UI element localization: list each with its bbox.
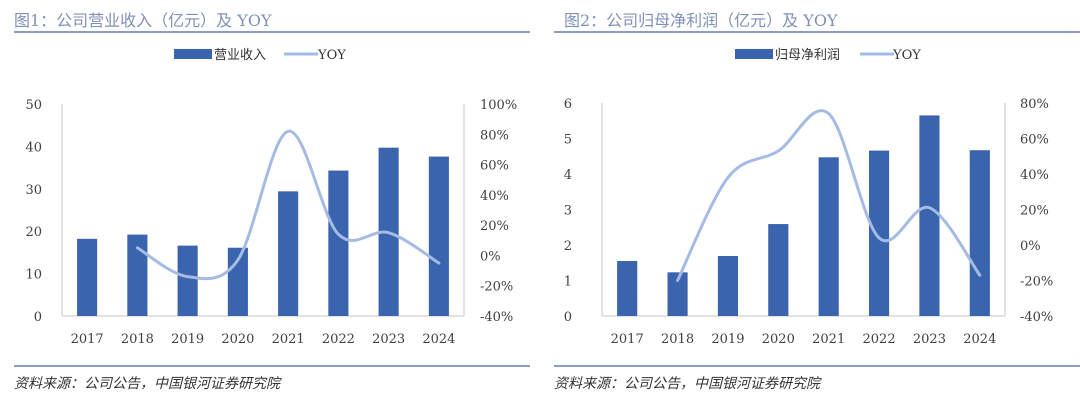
- x-axis-tick-label: 2021: [812, 332, 845, 347]
- chart-panel-revenue: 图1：公司营业收入（亿元）及 YOY 营业收入 YOY 0 10 20 30 40 50 -40…: [0, 0, 530, 402]
- right-axis-tick-label: 20%: [1020, 204, 1049, 219]
- x-axis-tick-label: 2022: [863, 332, 896, 347]
- left-axis-tick-label: 4: [564, 168, 572, 183]
- bar: [617, 260, 638, 316]
- left-axis-tick-label: 5: [564, 133, 572, 148]
- x-axis-tick-label: 2024: [963, 332, 996, 347]
- x-axis-tick-label: 2024: [422, 332, 455, 347]
- bar: [818, 157, 839, 316]
- legend-label-yoy: YOY: [317, 48, 346, 63]
- left-axis-tick-label: 2: [564, 239, 572, 254]
- net-profit-chart: 归母净利润 YOY 0 1 2 3 4 5 6 -40% -20% 0% 20% 40% 60% 80% 201…: [564, 48, 1054, 347]
- x-axis-tick-label: 2023: [372, 332, 405, 347]
- source-note: 资料来源：公司公告，中国银河证券研究院: [554, 376, 820, 392]
- right-axis-tick-label: 80%: [1020, 97, 1049, 112]
- right-axis-tick-label: 100%: [480, 98, 517, 113]
- x-axis-tick-label: 2018: [121, 332, 154, 347]
- legend-label-bars: 归母净利润: [775, 48, 840, 63]
- left-axis-tick-label: 6: [564, 97, 572, 112]
- chart-title: 图2：公司归母净利润（亿元）及 YOY: [564, 11, 838, 30]
- left-axis-tick-label: 0: [564, 310, 572, 325]
- bar: [919, 115, 940, 316]
- bar: [717, 256, 739, 316]
- bar: [177, 245, 198, 316]
- bar: [127, 234, 148, 316]
- left-axis-tick-label: 1: [564, 275, 572, 290]
- x-axis-tick-label: 2019: [711, 332, 744, 347]
- x-axis-tick-label: 2020: [762, 332, 795, 347]
- bar: [969, 150, 990, 316]
- right-axis-tick-label: -40%: [480, 310, 513, 325]
- source-divider: [14, 365, 530, 367]
- legend-label-bars: 营业收入: [214, 48, 266, 63]
- bar: [77, 238, 98, 316]
- right-axis-tick-label: -20%: [1020, 275, 1053, 290]
- right-axis-tick-label: 40%: [1020, 168, 1049, 183]
- source-note: 资料来源：公司公告，中国银河证券研究院: [14, 376, 280, 392]
- legend-bar-swatch: [174, 49, 212, 59]
- x-axis-tick-label: 2022: [322, 332, 355, 347]
- left-axis-tick-label: 20: [25, 225, 42, 240]
- chart-title: 图1：公司营业收入（亿元）及 YOY: [14, 11, 272, 30]
- right-axis-tick-label: 60%: [480, 159, 509, 174]
- yoy-line: [676, 109, 982, 282]
- right-axis-tick-label: 80%: [480, 128, 509, 143]
- left-axis-tick-label: 50: [25, 98, 42, 113]
- right-axis-tick-label: 0%: [1020, 239, 1041, 254]
- x-axis-tick-label: 2017: [611, 332, 644, 347]
- right-axis-tick-label: 20%: [480, 219, 509, 234]
- right-axis-tick-label: 40%: [480, 189, 509, 204]
- right-axis-tick-label: -40%: [1020, 310, 1053, 325]
- x-axis-tick-label: 2020: [221, 332, 254, 347]
- bar: [328, 170, 349, 316]
- bar: [868, 150, 890, 316]
- right-axis-tick-label: 60%: [1020, 133, 1049, 148]
- bar: [768, 224, 789, 316]
- x-axis-tick-label: 2018: [661, 332, 694, 347]
- bar: [428, 156, 449, 316]
- legend-label-yoy: YOY: [892, 48, 921, 63]
- chart-panel-net-profit: 图2：公司归母净利润（亿元）及 YOY 归母净利润 YOY 0 1 2 3 4 5 6 -40% -…: [551, 0, 1080, 402]
- title-divider: [554, 31, 1080, 33]
- source-divider: [554, 365, 1080, 367]
- x-axis-tick-label: 2023: [913, 332, 946, 347]
- bar: [278, 191, 299, 316]
- bar: [667, 272, 688, 316]
- x-axis-tick-label: 2017: [71, 332, 104, 347]
- left-axis-tick-label: 40: [25, 140, 42, 155]
- x-axis-tick-label: 2019: [171, 332, 204, 347]
- x-axis-tick-label: 2021: [272, 332, 305, 347]
- right-axis-tick-label: 0%: [480, 249, 501, 264]
- left-axis-tick-label: 0: [34, 310, 42, 325]
- left-axis-tick-label: 30: [25, 183, 42, 198]
- left-axis-tick-label: 3: [564, 204, 572, 219]
- right-axis-tick-label: -20%: [480, 280, 513, 295]
- revenue-chart: 营业收入 YOY 0 10 20 30 40 50 -40% -20% 0% 20% 40% 60% 80%…: [25, 48, 517, 347]
- title-divider: [14, 31, 530, 33]
- legend-bar-swatch: [735, 49, 773, 59]
- left-axis-tick-label: 10: [25, 268, 42, 283]
